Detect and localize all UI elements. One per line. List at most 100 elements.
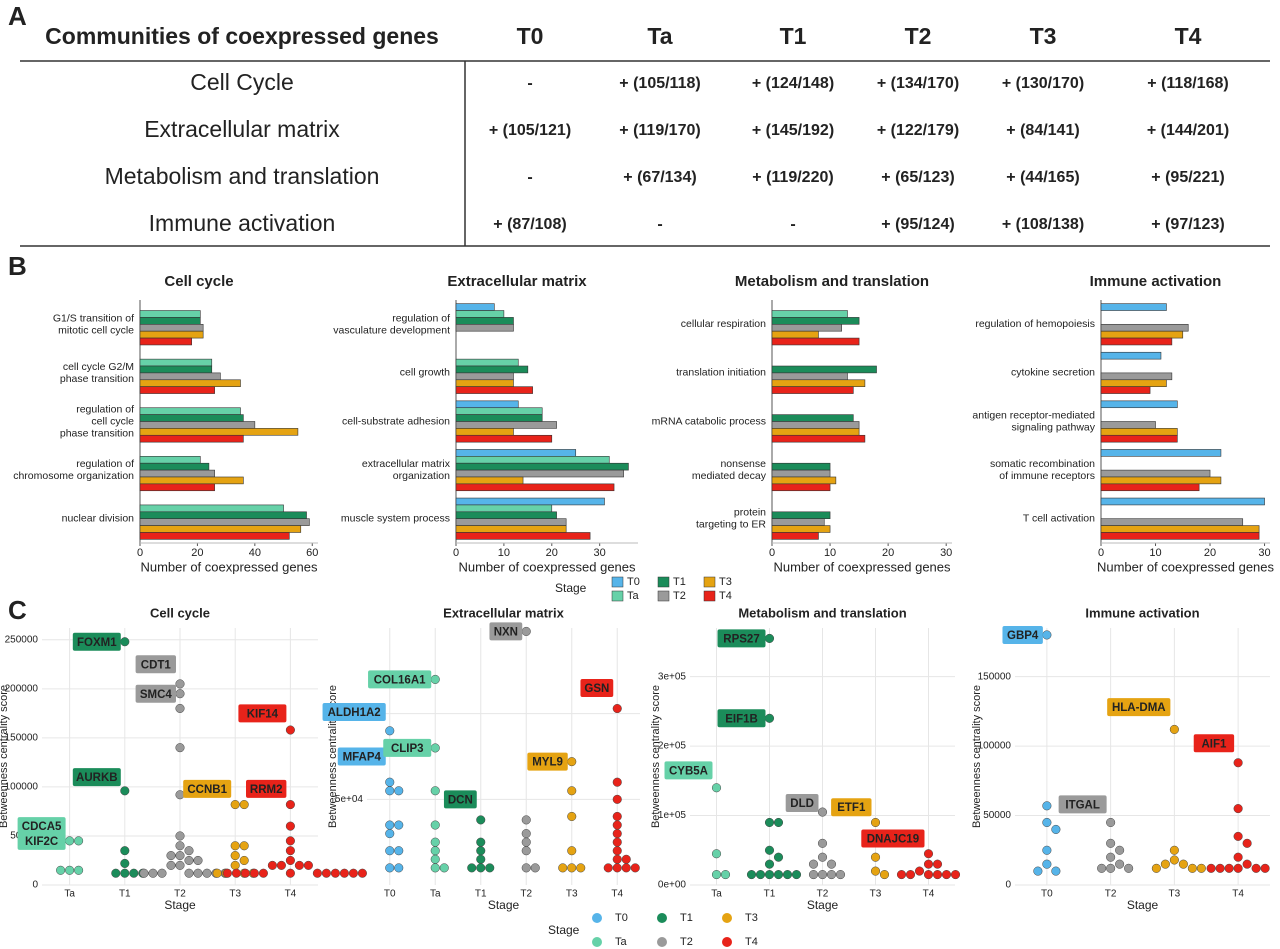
table-cell: + (108/138) [1002,216,1084,233]
bar [771,434,866,443]
x-tick-label: 0 [137,547,143,559]
bar [771,386,854,394]
legend-label: T1 [680,912,693,924]
table-cell: + (144/201) [1147,122,1229,139]
table-header: T4 [1175,23,1202,49]
data-point [285,800,295,810]
annotation-box [1002,625,1043,644]
legend-swatch [657,576,670,588]
annotation-box [337,747,386,766]
data-point [348,868,358,878]
annotation-box [831,798,872,817]
data-point [711,783,722,793]
data-point [711,870,722,880]
annotation-box [527,752,568,771]
x-tick-label: T0 [384,889,396,900]
legend-label: T2 [673,590,686,602]
bar [1100,428,1178,436]
data-point [1042,845,1052,855]
bar [139,317,201,325]
table-cell: - [527,75,532,92]
annotation: NXN [494,626,518,638]
data-point [385,846,395,856]
annotation-box [246,779,287,798]
bar [771,518,825,526]
legend-title: Stage [548,923,580,937]
data-point [764,633,775,643]
annotation: SMC4 [140,689,173,701]
data-point [394,786,404,796]
annotation: KIF2C [25,836,58,848]
y-tick-label: T cell activation [1023,512,1095,524]
data-point [521,626,531,636]
x-tick-label: 60 [306,547,318,559]
data-point [612,777,622,787]
legend-swatch [592,937,602,947]
x-tick-label: 10 [1149,547,1161,559]
data-point [239,841,249,851]
bar [455,532,591,540]
annotation-box [1107,698,1171,717]
x-tick-label: 30 [594,547,606,559]
data-point [430,820,440,830]
annotation: COL16A1 [374,674,426,686]
table-cell: + (122/179) [877,122,959,139]
data-point [202,868,212,878]
data-point [385,726,395,736]
data-point [1206,863,1216,873]
bar [139,414,244,422]
bar [139,428,299,436]
annotation-box [383,738,432,757]
annotation: ITGAL [1065,799,1100,811]
data-point [1169,845,1179,855]
annotation-box [368,670,432,689]
legend-label: T3 [745,912,758,924]
data-point [612,854,622,864]
chart-title: Immune activation [1085,605,1199,620]
table-cell: + (118/168) [1147,75,1228,92]
bar [455,497,605,506]
y-tick-label: translation initiation [676,367,766,379]
data-point [567,757,577,767]
data-point [1042,630,1052,640]
data-point [870,852,881,862]
legend-label: Ta [615,936,628,948]
data-point [521,829,531,839]
annotation-box [861,829,925,848]
x-axis-label: Number of coexpressed genes [140,559,318,574]
data-point [612,703,622,714]
x-tick-label: 10 [824,547,836,559]
data-point [175,679,185,689]
data-point [120,637,130,647]
annotation: RRM2 [250,784,283,796]
y-tick-label: somatic recombination of immune receptors [990,458,1095,482]
data-point [817,838,828,848]
table-cell: - [527,169,532,186]
data-point [249,868,259,878]
x-tick-label: T0 [1041,889,1053,900]
data-point [222,868,232,878]
y-tick-label: cell growth [400,367,450,379]
x-tick-label: 20 [1204,547,1216,559]
y-tick-label: protein targeting to ER [696,506,766,530]
data-point [184,855,194,866]
data-point [303,860,313,870]
table-cell: + (145/192) [752,122,834,139]
data-point [914,866,925,876]
table-cell: + (124/148) [752,75,834,92]
table-header: T2 [905,23,932,49]
data-point [1097,863,1107,873]
data-point [1224,863,1234,873]
bar [771,379,866,387]
data-point [612,837,622,847]
data-point [1169,724,1179,734]
bar [139,421,256,429]
y-tick-label: G1/S transition of mitotic cell cycle [53,312,134,336]
table-cell: + (44/165) [1006,169,1079,186]
x-tick-label: T2 [174,889,186,900]
bar [139,323,204,332]
legend-label: T4 [745,936,758,948]
bar [139,337,192,346]
x-tick-label: T1 [119,889,131,900]
